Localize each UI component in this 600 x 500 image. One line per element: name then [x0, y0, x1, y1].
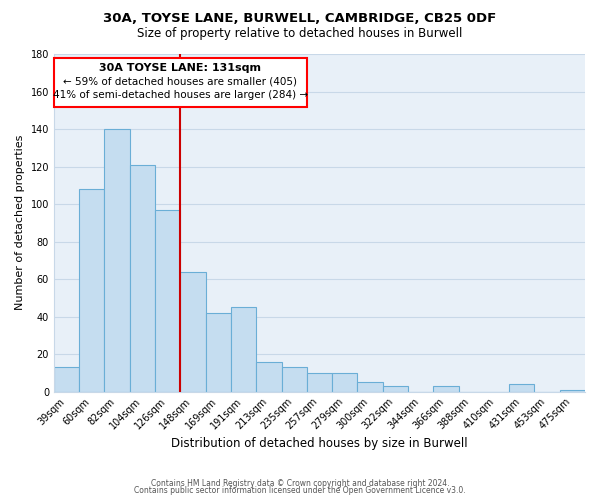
Text: Contains HM Land Registry data © Crown copyright and database right 2024.: Contains HM Land Registry data © Crown c… — [151, 478, 449, 488]
Text: 41% of semi-detached houses are larger (284) →: 41% of semi-detached houses are larger (… — [53, 90, 308, 100]
Bar — [79, 189, 104, 392]
Bar — [155, 210, 181, 392]
Text: Size of property relative to detached houses in Burwell: Size of property relative to detached ho… — [137, 28, 463, 40]
Text: ← 59% of detached houses are smaller (405): ← 59% of detached houses are smaller (40… — [64, 76, 298, 86]
Bar — [358, 382, 383, 392]
Bar — [104, 129, 130, 392]
Bar — [307, 373, 332, 392]
Bar — [206, 313, 231, 392]
Bar — [256, 362, 281, 392]
Bar — [332, 373, 358, 392]
Bar — [383, 386, 408, 392]
Bar — [281, 367, 307, 392]
Bar — [433, 386, 458, 392]
Bar — [130, 164, 155, 392]
Text: 30A TOYSE LANE: 131sqm: 30A TOYSE LANE: 131sqm — [100, 64, 262, 74]
Bar — [560, 390, 585, 392]
X-axis label: Distribution of detached houses by size in Burwell: Distribution of detached houses by size … — [171, 437, 468, 450]
Bar — [181, 272, 206, 392]
Bar — [509, 384, 535, 392]
Bar — [54, 367, 79, 392]
Y-axis label: Number of detached properties: Number of detached properties — [15, 135, 25, 310]
Bar — [231, 307, 256, 392]
Text: 30A, TOYSE LANE, BURWELL, CAMBRIDGE, CB25 0DF: 30A, TOYSE LANE, BURWELL, CAMBRIDGE, CB2… — [103, 12, 497, 26]
FancyBboxPatch shape — [54, 58, 307, 106]
Text: Contains public sector information licensed under the Open Government Licence v3: Contains public sector information licen… — [134, 486, 466, 495]
